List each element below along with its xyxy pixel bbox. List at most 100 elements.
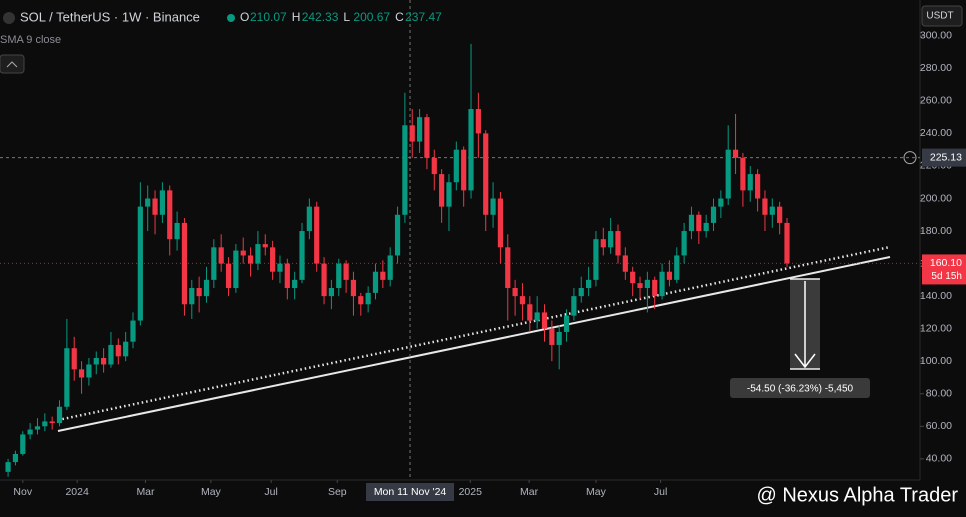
chart-title: SOL / TetherUS · 1W · Binance xyxy=(20,9,200,24)
status-dot xyxy=(227,14,235,22)
candle-body xyxy=(321,263,327,297)
candle-body xyxy=(372,271,379,293)
candle-body xyxy=(240,250,246,256)
candle-body xyxy=(233,250,239,288)
candle-body xyxy=(674,255,680,280)
y-tick-label: 140.00 xyxy=(920,290,952,302)
candle-body xyxy=(5,462,11,472)
candle-body xyxy=(284,263,290,288)
candle-body xyxy=(563,315,570,332)
candle-body xyxy=(336,263,342,288)
crosshair-plus xyxy=(903,151,917,165)
candle-body xyxy=(27,429,33,435)
y-tick-label: 40.00 xyxy=(926,453,952,465)
candle-body xyxy=(358,296,364,305)
candle-body xyxy=(446,182,452,207)
candle-body xyxy=(159,190,165,215)
collapse-button[interactable] xyxy=(0,54,25,74)
y-tick-label: 60.00 xyxy=(926,420,952,432)
candle-body xyxy=(174,222,180,240)
candle-body xyxy=(578,288,584,297)
candle-body xyxy=(505,247,511,288)
y-tick-label: 180.00 xyxy=(920,225,952,237)
candle-body xyxy=(203,279,210,297)
candle-body xyxy=(277,263,283,272)
candle-body xyxy=(380,271,386,280)
candle-body xyxy=(519,296,526,305)
candle-body xyxy=(784,222,790,264)
candle-body xyxy=(777,206,783,223)
y-tick-label: 100.00 xyxy=(920,355,952,367)
candle-body xyxy=(189,288,195,305)
currency-button[interactable] xyxy=(921,5,963,27)
crosshair-x-label: Mon 11 Nov '24 xyxy=(374,486,447,498)
candle-body xyxy=(688,214,695,232)
candle-body xyxy=(262,244,268,248)
x-tick-label: Nov xyxy=(13,486,32,498)
candle-body xyxy=(556,331,562,345)
candle-body xyxy=(152,198,158,215)
ohlc-key: C xyxy=(395,10,404,24)
candle-body xyxy=(416,117,423,142)
candle-body xyxy=(123,341,129,357)
candle-body xyxy=(34,426,41,430)
candle-body xyxy=(306,206,312,232)
candle-body xyxy=(725,149,731,199)
candle-body xyxy=(145,198,151,207)
candle-body xyxy=(64,348,70,407)
candle-body xyxy=(78,369,85,378)
crosshair-y-box xyxy=(922,148,966,167)
candle-body xyxy=(497,198,504,248)
candle-body xyxy=(622,255,628,272)
candle-body xyxy=(42,421,48,427)
candle-body xyxy=(350,279,357,297)
candle-body xyxy=(270,247,276,272)
measure-arrowhead xyxy=(794,353,816,369)
candle-body xyxy=(299,231,305,280)
y-tick-label: 260.00 xyxy=(920,95,952,107)
candle-body xyxy=(108,344,114,365)
candle-body xyxy=(402,125,408,215)
y-tick-label: 280.00 xyxy=(920,62,952,74)
candle-body xyxy=(211,247,217,280)
y-tick-label: 120.00 xyxy=(920,322,952,334)
ohlc-key: O xyxy=(240,10,249,24)
candle-body xyxy=(585,279,592,288)
candle-body xyxy=(571,296,577,316)
watermark: @ Nexus Alpha Trader xyxy=(756,484,958,506)
plot xyxy=(0,0,920,480)
candle-body xyxy=(56,406,63,424)
candle-body xyxy=(137,206,143,321)
candle-body xyxy=(86,364,92,378)
x-tick-label: Mar xyxy=(520,486,539,498)
x-tick-label: May xyxy=(586,486,607,498)
candle-body xyxy=(12,453,19,463)
measure-label-box xyxy=(730,378,870,398)
candle-body xyxy=(424,117,430,158)
candle-body xyxy=(365,292,371,305)
candle-body xyxy=(130,320,136,342)
candle-body xyxy=(439,174,445,207)
candle-body xyxy=(652,279,658,297)
candle-body xyxy=(394,214,401,256)
candle-body xyxy=(255,244,261,264)
candle-body xyxy=(710,206,717,223)
candle-body xyxy=(490,198,496,215)
candle-body xyxy=(461,149,467,191)
candle-body xyxy=(666,271,673,280)
candle-body xyxy=(475,109,481,134)
candle-body xyxy=(703,222,709,232)
candle-body xyxy=(541,312,548,329)
candle-body xyxy=(549,328,555,345)
candle-body xyxy=(740,157,746,191)
x-tick-label: May xyxy=(201,486,222,498)
candle-body xyxy=(681,231,687,256)
candle-body xyxy=(115,344,121,357)
candle-body xyxy=(644,279,650,288)
candle-body xyxy=(453,149,459,183)
crosshair-x-box xyxy=(366,483,455,501)
candle-body xyxy=(409,125,415,142)
x-tick-label: 2024 xyxy=(65,486,89,498)
